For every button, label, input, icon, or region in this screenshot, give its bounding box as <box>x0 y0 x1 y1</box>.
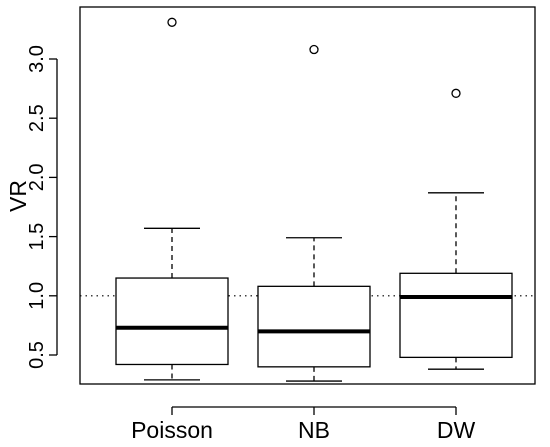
y-tick-label: 0.5 <box>26 341 48 369</box>
x-tick-label: Poisson <box>131 417 213 443</box>
y-tick-label: 1.0 <box>26 282 48 310</box>
y-axis: 0.5 1.0 1.5 2.0 2.5 3.0 <box>26 45 58 369</box>
boxes-group <box>115 17 513 382</box>
x-tick-label: DW <box>437 417 476 443</box>
box-dw <box>399 88 513 370</box>
iqr-box <box>115 277 229 366</box>
y-tick-label: 3.0 <box>26 45 48 73</box>
y-tick-label: 2.0 <box>26 163 48 191</box>
outlier-point <box>451 88 461 98</box>
outlier-point <box>167 17 177 27</box>
y-tick-label: 1.5 <box>26 223 48 251</box>
y-axis-title: VR <box>5 180 31 212</box>
x-axis: Poisson NB DW <box>131 406 476 443</box>
outlier-point <box>309 44 319 55</box>
box-nb <box>257 44 371 382</box>
x-tick-label: NB <box>298 417 330 443</box>
box-poisson <box>115 17 229 381</box>
iqr-box <box>257 285 371 368</box>
y-tick-label: 2.5 <box>26 104 48 132</box>
plot-frame <box>79 6 536 385</box>
iqr-box <box>399 272 513 359</box>
